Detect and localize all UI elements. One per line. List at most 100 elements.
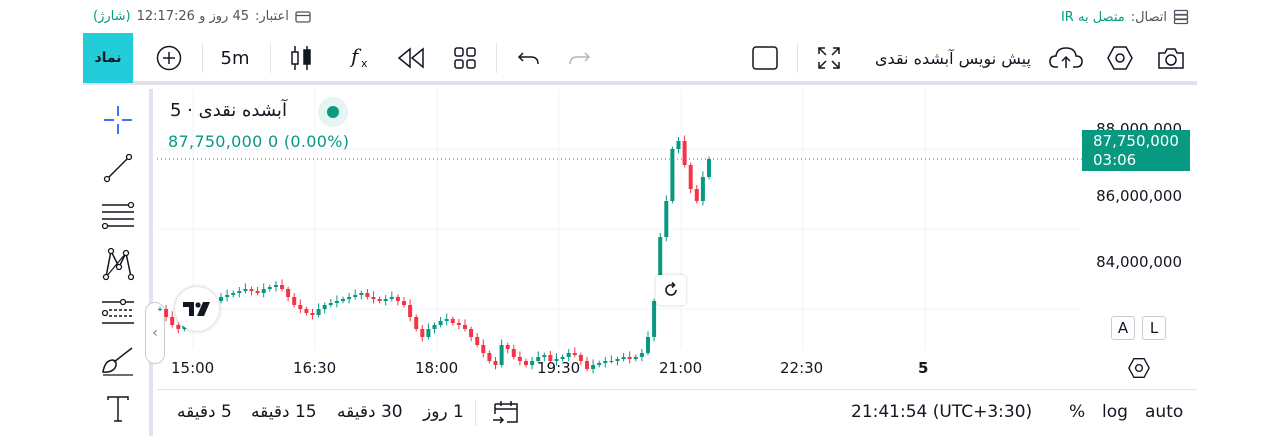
- candle: [505, 345, 510, 349]
- fib-tool[interactable]: [99, 198, 137, 234]
- candle: [444, 319, 449, 321]
- candle: [450, 319, 455, 323]
- candle: [481, 345, 486, 353]
- last-price-tag: 87,750,000 03:06: [1082, 130, 1190, 171]
- candle: [493, 361, 498, 365]
- layouts-button[interactable]: [449, 33, 481, 83]
- candle: [432, 325, 437, 329]
- candle: [322, 305, 327, 309]
- candle: [463, 325, 467, 329]
- rotate-icon: [665, 281, 677, 296]
- text-icon: [107, 396, 129, 422]
- expand-button[interactable]: [814, 33, 844, 83]
- candle: [633, 357, 638, 359]
- range-15-minutes[interactable]: 15 دقیقه: [251, 402, 317, 422]
- prediction-tool[interactable]: [99, 294, 137, 330]
- range-1-day[interactable]: 1 روز: [423, 402, 464, 422]
- candle: [383, 299, 388, 301]
- candle: [395, 297, 400, 301]
- candle: [261, 289, 266, 293]
- cloud-upload-icon: [1049, 47, 1083, 68]
- bar-countdown: 03:06: [1093, 151, 1137, 169]
- candle: [237, 291, 242, 293]
- goto-date-button[interactable]: [492, 400, 520, 431]
- hexagon-settings-icon: [1107, 46, 1133, 70]
- candle: [420, 329, 425, 337]
- chart-type-button[interactable]: [286, 33, 316, 83]
- candle: [426, 329, 431, 337]
- candle: [658, 237, 663, 301]
- candle: [469, 329, 474, 337]
- candle: [273, 285, 278, 287]
- horizontal-lines-icon: [101, 201, 135, 230]
- server-icon: [1173, 9, 1189, 25]
- candle: [365, 293, 370, 297]
- candle: [499, 345, 504, 365]
- tradingview-logo[interactable]: [175, 287, 219, 331]
- replay-button[interactable]: [394, 33, 428, 83]
- candle: [328, 303, 333, 305]
- connection-value: متصل به IR: [1060, 9, 1125, 25]
- candle: [267, 287, 272, 289]
- candle: [286, 289, 291, 297]
- expand-icon: [818, 47, 840, 69]
- toolbar-divider: [797, 43, 798, 73]
- legend-change: 0 (0.00%): [268, 132, 350, 151]
- symbol-name: پیش نویس آبشده نقدی: [875, 48, 1031, 68]
- candle: [304, 309, 309, 313]
- hexagon-settings-icon: [1128, 358, 1150, 378]
- auto-button[interactable]: auto: [1145, 402, 1184, 422]
- candle: [664, 201, 669, 237]
- range-5-minutes[interactable]: 5 دقیقه: [177, 402, 232, 422]
- card-icon: [295, 10, 311, 23]
- candle: [639, 353, 644, 357]
- charge-link[interactable]: (شارژ): [93, 9, 131, 24]
- candle: [292, 297, 297, 305]
- candle: [249, 289, 254, 291]
- candles-icon: [291, 46, 311, 70]
- symbol-button[interactable]: نماد: [83, 33, 133, 83]
- percent-scale-button[interactable]: %: [1069, 402, 1086, 422]
- undo-button[interactable]: [514, 33, 544, 83]
- trend-line-tool[interactable]: [99, 150, 137, 186]
- brush-tool[interactable]: [99, 343, 137, 379]
- text-tool[interactable]: [99, 391, 137, 427]
- credit-value: 45 روز و 12:17:26: [136, 9, 250, 24]
- interval-button[interactable]: 5m: [220, 47, 250, 69]
- reset-chart-button[interactable]: [656, 275, 686, 305]
- range-30-minutes[interactable]: 30 دقیقه: [337, 402, 403, 422]
- candle: [389, 297, 394, 299]
- candle: [225, 295, 230, 297]
- camera-icon: [1158, 48, 1184, 69]
- candle: [280, 285, 284, 289]
- price-chart[interactable]: [157, 89, 1197, 389]
- crosshair-tool[interactable]: [99, 102, 137, 138]
- candle: [231, 293, 236, 295]
- candle: [615, 359, 620, 361]
- settings-button[interactable]: [1105, 33, 1135, 83]
- candle: [414, 317, 419, 329]
- time-axis-label: 18:00: [415, 359, 459, 377]
- pattern-tool[interactable]: [99, 246, 137, 282]
- time-axis-label: 16:30: [293, 359, 337, 377]
- log-button[interactable]: log: [1102, 402, 1128, 422]
- redo-button[interactable]: [564, 33, 594, 83]
- add-symbol-button[interactable]: [153, 33, 185, 83]
- grid-icon: [454, 47, 476, 69]
- candle: [585, 361, 589, 369]
- save-cloud-button[interactable]: [1048, 33, 1084, 83]
- fullscreen-toggle-button[interactable]: [750, 33, 780, 83]
- collapse-toolbar-button[interactable]: ‹: [145, 302, 165, 364]
- timezone-clock[interactable]: 21:41:54 (UTC+3:30): [851, 402, 1033, 422]
- axis-settings-button[interactable]: [1128, 357, 1150, 383]
- candle: [176, 325, 181, 329]
- auto-scale-button[interactable]: A: [1111, 316, 1135, 340]
- candle: [243, 289, 248, 291]
- time-axis-label: 22:30: [780, 359, 824, 377]
- toolbar-divider: [270, 43, 271, 73]
- candle: [572, 353, 577, 355]
- log-scale-button[interactable]: L: [1142, 316, 1166, 340]
- candle: [652, 301, 657, 337]
- screenshot-button[interactable]: [1155, 33, 1187, 83]
